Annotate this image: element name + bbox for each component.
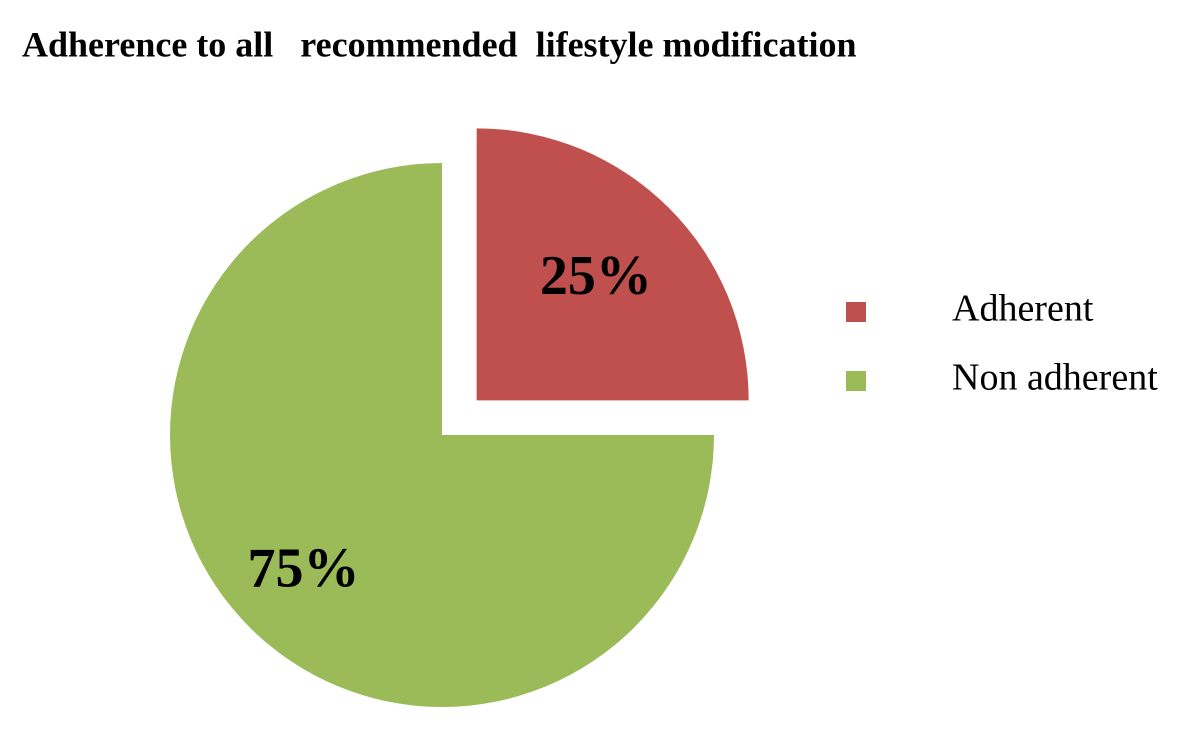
- data-label: 25%: [540, 245, 652, 307]
- legend-label: Non adherent: [952, 357, 1158, 399]
- chart-title: Adherence to all recommended lifestyle m…: [22, 24, 857, 64]
- pie-slice: [170, 163, 714, 707]
- legend-swatch: [846, 371, 866, 391]
- data-label: 75%: [248, 537, 360, 599]
- legend-swatch: [846, 302, 866, 322]
- legend-label: Adherent: [952, 288, 1094, 330]
- pie-slice: [476, 128, 749, 401]
